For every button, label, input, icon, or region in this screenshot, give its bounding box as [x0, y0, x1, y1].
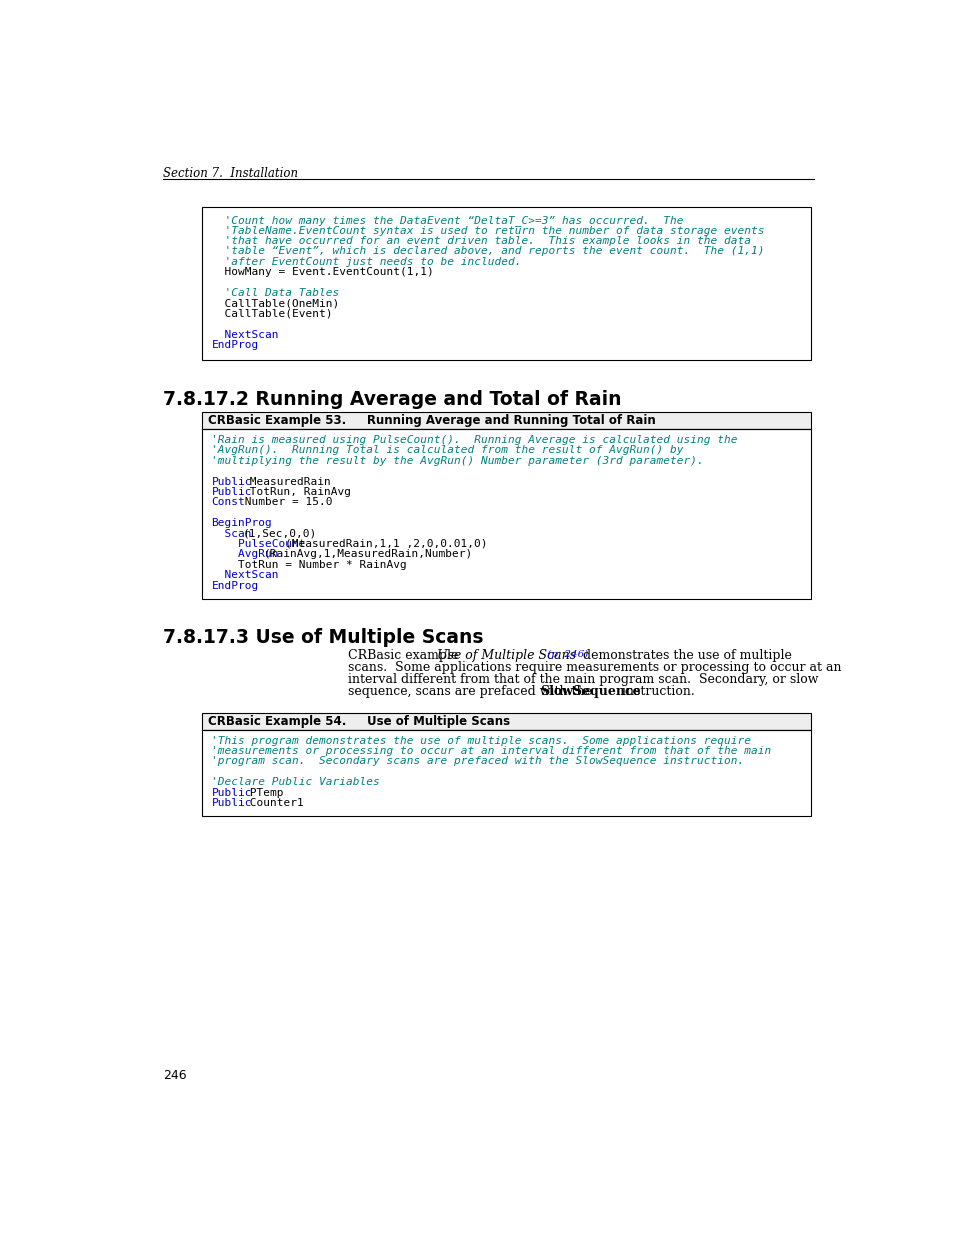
- Text: EndProg: EndProg: [212, 580, 258, 590]
- Text: 'Rain is measured using PulseCount().  Running Average is calculated using the: 'Rain is measured using PulseCount(). Ru…: [212, 435, 738, 445]
- Text: NextScan: NextScan: [212, 330, 278, 340]
- Text: Scan: Scan: [212, 529, 252, 538]
- Text: instruction.: instruction.: [618, 685, 694, 698]
- Text: (RainAvg,1,MeasuredRain,Number): (RainAvg,1,MeasuredRain,Number): [264, 550, 473, 559]
- Text: 7.8.17.2 Running Average and Total of Rain: 7.8.17.2 Running Average and Total of Ra…: [163, 390, 621, 409]
- Text: CRBasic Example 54.     Use of Multiple Scans: CRBasic Example 54. Use of Multiple Scan…: [208, 715, 510, 727]
- Text: (p. 246): (p. 246): [543, 650, 588, 658]
- Text: 246: 246: [163, 1070, 187, 1082]
- Text: Section 7.  Installation: Section 7. Installation: [163, 168, 298, 180]
- Bar: [202, 429, 810, 599]
- Text: Public: Public: [212, 487, 252, 496]
- Text: (MeasuredRain,1,1 ,2,0,0.01,0): (MeasuredRain,1,1 ,2,0,0.01,0): [284, 538, 487, 550]
- Text: 'that have occurred for an event driven table.  This example looks in the data: 'that have occurred for an event driven …: [212, 236, 751, 246]
- Text: Use of Multiple Scans: Use of Multiple Scans: [436, 650, 575, 662]
- Text: 'table “Event”, which is declared above, and reports the event count.  The (1,1): 'table “Event”, which is declared above,…: [212, 246, 764, 257]
- Text: 'Declare Public Variables: 'Declare Public Variables: [212, 777, 380, 787]
- Text: AvgRun: AvgRun: [212, 550, 278, 559]
- Text: CallTable(OneMin): CallTable(OneMin): [212, 299, 339, 309]
- Text: 'Count how many times the DataEvent “DeltaT_C>=3” has occurred.  The: 'Count how many times the DataEvent “Del…: [212, 215, 683, 226]
- Text: sequence, scans are prefaced with the: sequence, scans are prefaced with the: [348, 685, 595, 698]
- Text: demonstrates the use of multiple: demonstrates the use of multiple: [578, 650, 791, 662]
- Text: 'TableName.EventCount syntax is used to return the number of data storage events: 'TableName.EventCount syntax is used to …: [212, 226, 764, 236]
- Bar: [202, 730, 810, 816]
- Text: TotRun, RainAvg: TotRun, RainAvg: [243, 487, 351, 496]
- Text: EndProg: EndProg: [212, 340, 258, 350]
- Text: 'Call Data Tables: 'Call Data Tables: [212, 288, 339, 298]
- Text: TotRun = Number * RainAvg: TotRun = Number * RainAvg: [212, 559, 407, 569]
- Text: Public: Public: [212, 798, 252, 808]
- Text: Const: Const: [212, 498, 245, 508]
- Text: interval different from that of the main program scan.  Secondary, or slow: interval different from that of the main…: [348, 673, 818, 687]
- Bar: [202, 207, 810, 359]
- Bar: [202, 412, 810, 429]
- Text: SlowSequence: SlowSequence: [539, 685, 639, 698]
- Text: scans.  Some applications require measurements or processing to occur at an: scans. Some applications require measure…: [348, 662, 841, 674]
- Text: 'measurements or processing to occur at an interval different from that of the m: 'measurements or processing to occur at …: [212, 746, 771, 756]
- Text: CRBasic Example 53.     Running Average and Running Total of Rain: CRBasic Example 53. Running Average and …: [208, 414, 656, 427]
- Text: HowMany = Event.EventCount(1,1): HowMany = Event.EventCount(1,1): [212, 267, 434, 277]
- Text: PulseCount: PulseCount: [212, 538, 306, 550]
- Text: 'multiplying the result by the AvgRun() Number parameter (3rd parameter).: 'multiplying the result by the AvgRun() …: [212, 456, 703, 466]
- Text: 'This program demonstrates the use of multiple scans.  Some applications require: 'This program demonstrates the use of mu…: [212, 736, 751, 746]
- Text: Public: Public: [212, 477, 252, 487]
- Bar: [202, 713, 810, 730]
- Text: CallTable(Event): CallTable(Event): [212, 309, 333, 319]
- Text: 'AvgRun().  Running Total is calculated from the result of AvgRun() by: 'AvgRun(). Running Total is calculated f…: [212, 446, 683, 456]
- Text: MeasuredRain: MeasuredRain: [243, 477, 331, 487]
- Text: 7.8.17.3 Use of Multiple Scans: 7.8.17.3 Use of Multiple Scans: [163, 627, 483, 647]
- Text: 'after EventCount just needs to be included.: 'after EventCount just needs to be inclu…: [212, 257, 521, 267]
- Text: Public: Public: [212, 788, 252, 798]
- Text: PTemp: PTemp: [243, 788, 283, 798]
- Text: (1,Sec,0,0): (1,Sec,0,0): [243, 529, 316, 538]
- Text: Counter1: Counter1: [243, 798, 303, 808]
- Text: 'program scan.  Secondary scans are prefaced with the SlowSequence instruction.: 'program scan. Secondary scans are prefa…: [212, 757, 744, 767]
- Text: NextScan: NextScan: [212, 571, 278, 580]
- Text: Number = 15.0: Number = 15.0: [237, 498, 332, 508]
- Text: BeginProg: BeginProg: [212, 519, 272, 529]
- Text: CRBasic example: CRBasic example: [348, 650, 462, 662]
